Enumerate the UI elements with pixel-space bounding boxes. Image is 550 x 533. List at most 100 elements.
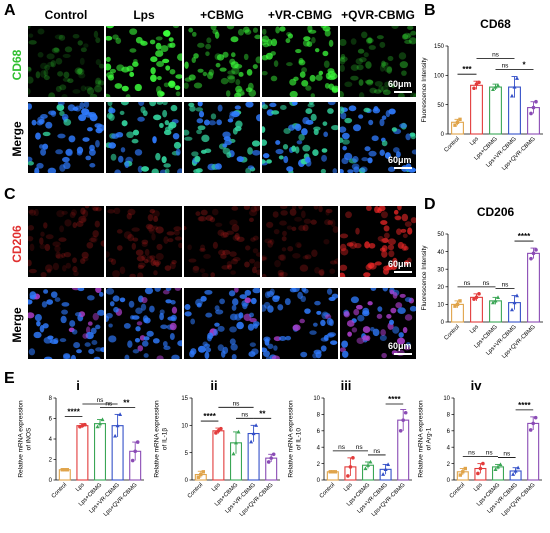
data-point bbox=[477, 80, 481, 85]
y-tick-label: 0 bbox=[317, 478, 321, 484]
data-point bbox=[528, 428, 533, 432]
data-point bbox=[513, 468, 518, 473]
x-tick-label: Control bbox=[443, 136, 460, 153]
y-tick-label: 6 bbox=[317, 429, 321, 435]
y-tick-label: 2 bbox=[447, 462, 451, 468]
significance-label: ns bbox=[338, 444, 346, 451]
y-tick-label: 100 bbox=[434, 74, 445, 80]
x-tick-label: Lps+QVR-CBMG bbox=[501, 482, 537, 518]
data-point bbox=[83, 422, 87, 427]
data-point bbox=[328, 470, 332, 474]
data-point bbox=[510, 307, 514, 312]
column-heading-control: Control bbox=[44, 8, 88, 22]
significance-label: ns bbox=[373, 448, 381, 455]
y-tick-label: 6 bbox=[447, 429, 451, 435]
data-point bbox=[381, 472, 386, 476]
data-point bbox=[63, 468, 67, 472]
x-tick-label: Lps bbox=[75, 482, 86, 493]
scale-label: 60μm bbox=[388, 155, 412, 165]
y-axis-label: Fluorescence Intensity bbox=[421, 245, 428, 311]
significance-label: ns bbox=[105, 400, 113, 407]
data-point bbox=[453, 123, 457, 127]
significance-label: ns bbox=[241, 411, 249, 418]
significance-label: **** bbox=[518, 232, 531, 241]
y-tick-label: 0 bbox=[441, 132, 445, 138]
data-point bbox=[533, 415, 538, 420]
data-point bbox=[474, 295, 479, 300]
data-point bbox=[251, 431, 256, 436]
data-point bbox=[368, 459, 373, 464]
y-tick-label: 0 bbox=[185, 478, 189, 484]
y-tick-label: 2 bbox=[317, 462, 321, 468]
data-point bbox=[351, 456, 355, 460]
data-point bbox=[496, 83, 500, 87]
data-point bbox=[458, 117, 462, 122]
data-point bbox=[366, 463, 370, 467]
micrograph-cd206-1 bbox=[28, 206, 104, 277]
y-tick-label: 10 bbox=[313, 396, 320, 402]
bar bbox=[489, 86, 502, 135]
y-tick-label: 15 bbox=[181, 396, 188, 402]
micrograph-cd68-5: 60μm bbox=[340, 26, 416, 97]
panel-letter-e: E bbox=[4, 370, 15, 387]
y-tick-label: 6 bbox=[49, 417, 53, 423]
data-point bbox=[461, 470, 465, 474]
row-label-merge-a: Merge bbox=[10, 121, 24, 157]
data-point bbox=[455, 120, 460, 124]
data-point bbox=[491, 87, 495, 92]
data-point bbox=[386, 462, 391, 467]
chart-il10-expression: iii Relative mRNA expressionof IL-10 0 2 4 6 8… bbox=[288, 378, 412, 518]
data-point bbox=[493, 298, 498, 303]
significance-label: ns bbox=[468, 450, 476, 457]
significance-label: ns bbox=[492, 52, 500, 59]
y-tick-label: 8 bbox=[317, 413, 321, 419]
micrograph-merge-c-3 bbox=[184, 288, 260, 359]
data-point bbox=[458, 299, 462, 303]
panel-letter-b: B bbox=[424, 2, 436, 19]
panel-letter-d: D bbox=[424, 196, 436, 213]
y-axis-label: Relative mRNA expressionof IL-10 bbox=[288, 400, 303, 478]
data-point bbox=[133, 449, 137, 454]
significance-label: ns bbox=[356, 444, 364, 451]
data-point bbox=[130, 458, 135, 463]
chart-subpanel-label: i bbox=[76, 378, 80, 393]
significance-label: ** bbox=[259, 409, 266, 418]
data-point bbox=[231, 451, 236, 456]
micrograph-cd206-4 bbox=[262, 206, 338, 277]
chart-cd206-fluorescence: CD206 Fluorescence Intensity 0 10 20 30 40 50 Co… bbox=[421, 205, 543, 360]
data-point bbox=[398, 429, 403, 433]
column-heading-qvr-cbmg: +QVR-CBMG bbox=[341, 8, 415, 22]
x-tick-label: Lps+QVR-CBMG bbox=[501, 136, 537, 172]
x-tick-label: Lps bbox=[211, 482, 222, 493]
y-tick-label: 10 bbox=[181, 424, 188, 430]
significance-label: ns bbox=[502, 63, 510, 70]
data-point bbox=[199, 472, 203, 477]
data-point bbox=[493, 84, 498, 89]
significance-label: ns bbox=[503, 450, 511, 457]
data-point bbox=[214, 431, 218, 435]
data-point bbox=[534, 99, 538, 104]
panel-letter-c: C bbox=[4, 186, 16, 203]
y-axis-label: Fluorescence Intensity bbox=[421, 57, 428, 123]
scale-label: 60μm bbox=[388, 79, 412, 89]
y-tick-label: 4 bbox=[49, 437, 53, 443]
significance-label: ns bbox=[486, 450, 494, 457]
data-point bbox=[531, 251, 536, 256]
row-label-cd68: CD68 bbox=[10, 49, 24, 81]
data-point bbox=[95, 424, 100, 429]
data-point bbox=[472, 86, 476, 91]
bar bbox=[93, 423, 107, 481]
data-point bbox=[118, 412, 123, 416]
data-point bbox=[455, 302, 460, 307]
data-point bbox=[115, 423, 120, 428]
y-tick-label: 0 bbox=[441, 320, 445, 326]
y-axis-label: Relative mRNA expressionof Arg-1 bbox=[418, 400, 433, 478]
scale-bar bbox=[394, 271, 412, 273]
micrograph-merge-a-1 bbox=[28, 102, 104, 173]
data-point bbox=[496, 464, 500, 469]
y-tick-label: 8 bbox=[447, 413, 451, 419]
column-heading-cbmg: +CBMG bbox=[200, 8, 244, 22]
data-point bbox=[363, 466, 368, 471]
data-point bbox=[333, 470, 337, 474]
data-point bbox=[65, 468, 69, 472]
